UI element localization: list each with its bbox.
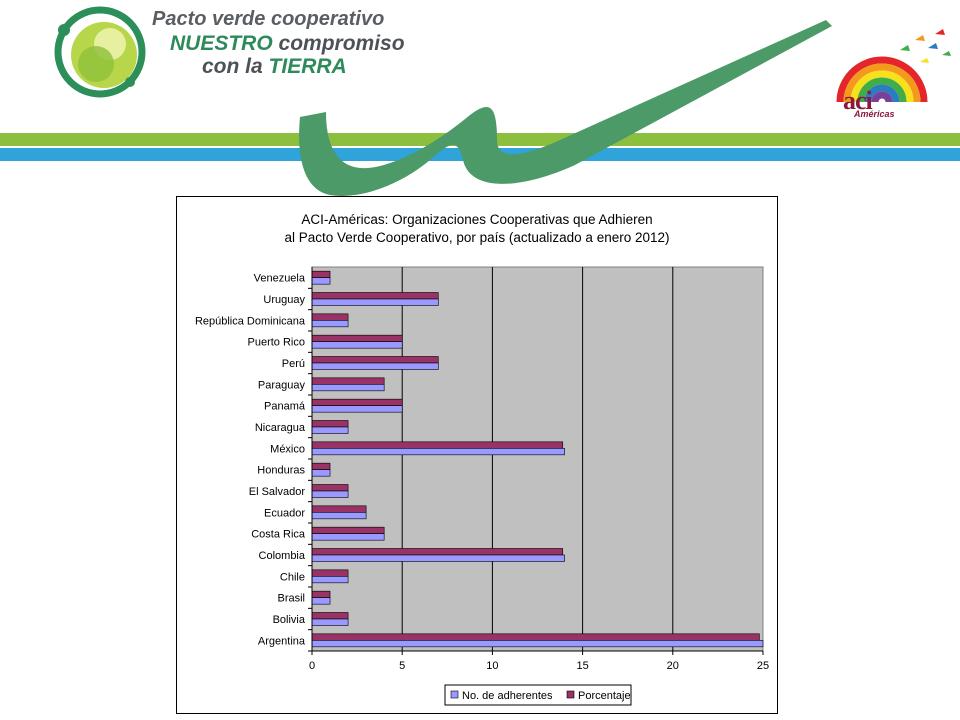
category-label: Panamá	[264, 401, 306, 413]
category-label: Argentina	[258, 635, 306, 647]
bar-porcentaje	[311, 377, 385, 385]
bar-porcentaje	[311, 313, 349, 321]
category-label: Ecuador	[264, 507, 305, 519]
bar-adherentes	[311, 490, 349, 498]
bar-porcentaje	[311, 420, 349, 428]
pacto-verde-logo	[54, 6, 146, 98]
category-label: Costa Rica	[251, 529, 306, 541]
category-label: Honduras	[257, 465, 305, 477]
category-label: Perú	[282, 358, 305, 370]
bar-adherentes	[311, 469, 331, 477]
chart-title-line: al Pacto Verde Cooperativo, por país (ac…	[285, 230, 670, 245]
bar-adherentes	[311, 426, 349, 434]
header-title-line3-con-la: con la	[202, 55, 269, 78]
bar-adherentes	[311, 597, 331, 605]
bar-adherentes	[311, 341, 403, 349]
legend-label: Porcentaje	[578, 690, 631, 702]
bar-adherentes	[311, 576, 349, 584]
bar-porcentaje	[311, 569, 349, 577]
aci-logo-text: aci	[843, 86, 873, 115]
bar-adherentes	[311, 448, 565, 456]
bar-porcentaje	[311, 270, 331, 278]
x-tick-label: 15	[576, 660, 588, 672]
plot-area	[311, 266, 764, 652]
bar-adherentes	[311, 298, 439, 306]
category-label: Chile	[280, 571, 305, 583]
bar-porcentaje	[311, 462, 331, 470]
legend-swatch	[450, 690, 459, 699]
category-label: Puerto Rico	[248, 337, 305, 349]
bar-adherentes	[311, 533, 385, 541]
category-label: Venezuela	[254, 273, 306, 285]
category-label: Uruguay	[263, 294, 305, 306]
bar-porcentaje	[311, 484, 349, 492]
legend-box	[444, 684, 632, 706]
legend-label: No. de adherentes	[462, 690, 553, 702]
category-label: Bolivia	[273, 614, 306, 626]
header-title-line1: Pacto verde cooperativo	[152, 8, 385, 30]
category-label: Colombia	[259, 550, 306, 562]
category-label: República Dominicana	[195, 315, 306, 327]
header-title-line2-nuestro: NUESTRO	[170, 32, 273, 55]
category-label: Brasil	[277, 593, 305, 605]
bar-porcentaje	[311, 441, 564, 449]
aci-americas-label: Américas	[854, 109, 895, 119]
bar-porcentaje	[311, 526, 385, 534]
bar-porcentaje	[311, 612, 349, 620]
bar-porcentaje	[311, 590, 331, 598]
bar-adherentes	[311, 618, 349, 626]
bar-porcentaje	[311, 334, 403, 342]
bar-adherentes	[311, 320, 349, 328]
chart-title-line: ACI-Américas: Organizaciones Cooperativa…	[301, 212, 652, 227]
bar-porcentaje	[311, 633, 760, 641]
header-banner: Pacto verde cooperativo NUESTRO compromi…	[0, 0, 960, 200]
bar-porcentaje	[311, 292, 439, 300]
bar-adherentes	[311, 405, 403, 413]
category-label: México	[270, 443, 305, 455]
bar-adherentes	[311, 362, 439, 370]
bar-adherentes	[311, 640, 764, 648]
bar-porcentaje	[311, 548, 564, 556]
swoosh-graphic	[299, 20, 833, 196]
legend-swatch	[566, 690, 575, 699]
bar-porcentaje	[311, 356, 439, 364]
category-label: El Salvador	[249, 486, 306, 498]
bar-chart: ACI-Américas: Organizaciones Cooperativa…	[195, 212, 769, 706]
x-tick-label: 25	[757, 660, 769, 672]
x-tick-label: 0	[309, 660, 315, 672]
bar-porcentaje	[311, 505, 367, 513]
category-label: Paraguay	[258, 379, 306, 391]
bar-adherentes	[311, 554, 565, 562]
bar-adherentes	[311, 384, 385, 392]
header-title-line2-compromiso: compromiso	[272, 32, 405, 55]
aci-americas-logo	[836, 29, 951, 103]
x-tick-label: 20	[667, 660, 679, 672]
x-tick-label: 10	[486, 660, 498, 672]
bar-porcentaje	[311, 398, 403, 406]
chart-container: ACI-Américas: Organizaciones Cooperativa…	[176, 196, 778, 714]
header-graphics	[0, 6, 960, 196]
x-tick-label: 5	[399, 660, 405, 672]
header-title-line3: con la TIERRA	[202, 55, 347, 79]
category-label: Nicaragua	[255, 422, 306, 434]
header-title-line3-tierra: TIERRA	[268, 55, 347, 78]
bar-adherentes	[311, 512, 367, 520]
bar-adherentes	[311, 277, 331, 285]
header-title-line2: NUESTRO compromiso	[170, 32, 405, 56]
